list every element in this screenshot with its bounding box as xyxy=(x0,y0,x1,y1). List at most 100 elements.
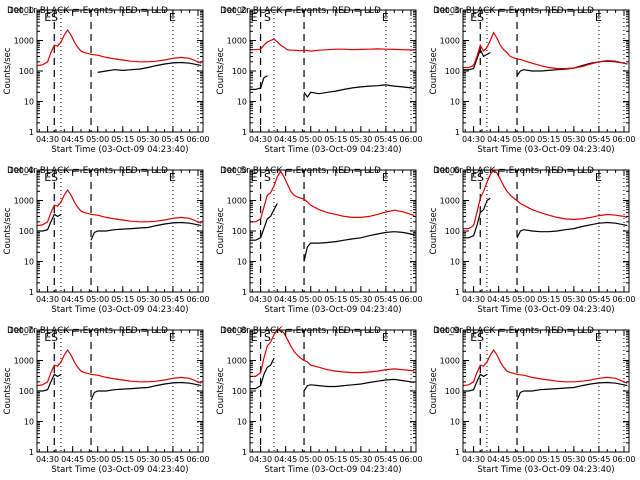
marker-label: E xyxy=(382,11,389,24)
x-tick-label: 05:15 xyxy=(111,295,134,304)
x-tick-label: 05:45 xyxy=(161,295,184,304)
event-markers xyxy=(53,10,199,132)
events-series-line xyxy=(250,75,415,99)
y-tick-label: 10000 xyxy=(435,6,460,15)
lld-series-line xyxy=(463,31,628,70)
x-tick-label: 06:00 xyxy=(612,135,635,144)
x-tick-label: 04:30 xyxy=(249,455,272,464)
x-tick-label: 05:15 xyxy=(537,135,560,144)
x-tick-label: 04:30 xyxy=(36,455,59,464)
x-tick-label: 06:00 xyxy=(612,295,635,304)
marker-label: E xyxy=(44,11,51,24)
x-tick-label: 05:15 xyxy=(537,455,560,464)
y-tick-label: 1000 xyxy=(227,357,247,366)
events-series-line xyxy=(97,61,202,73)
marker-label: E xyxy=(169,171,176,184)
plot-frame xyxy=(36,329,204,453)
chart-title: Det_2r BLACK = Events, RED = LLD xyxy=(220,6,381,16)
chart-title: Det_7r BLACK = Events, RED = LLD xyxy=(7,326,168,336)
y-tick-label: 100 xyxy=(445,67,460,76)
y-axis-label: Counts/sec xyxy=(429,47,439,94)
chart-title: Det_5r BLACK = Events, RED = LLD xyxy=(220,166,381,176)
y-tick-label: 1000 xyxy=(14,37,34,46)
lld-series-line xyxy=(37,29,202,67)
marker-label: E xyxy=(251,171,258,184)
x-tick-label: 05:00 xyxy=(86,455,109,464)
y-tick-label: 100 xyxy=(19,67,34,76)
y-tick-label: 10 xyxy=(237,98,247,107)
y-tick-label: 10 xyxy=(450,258,460,267)
x-tick-label: 04:45 xyxy=(274,295,297,304)
y-tick-label: 1 xyxy=(455,448,460,457)
marker-label: E xyxy=(251,331,258,344)
x-tick-label: 05:15 xyxy=(111,135,134,144)
y-axis-label: Counts/sec xyxy=(216,367,226,414)
marker-label: E xyxy=(470,11,477,24)
x-tick-label: 05:00 xyxy=(299,295,322,304)
y-axis-label: Counts/sec xyxy=(3,367,13,414)
marker-label: S xyxy=(264,331,271,344)
x-tick-label: 05:15 xyxy=(324,135,347,144)
marker-label: S xyxy=(51,331,58,344)
events-series-line xyxy=(250,357,415,392)
y-tick-label: 1 xyxy=(29,128,34,137)
x-tick-label: 04:30 xyxy=(36,135,59,144)
y-tick-label: 10000 xyxy=(222,166,247,175)
lld-series-line xyxy=(463,349,628,387)
x-axis-label: Start Time (03-Oct-09 04:23:40) xyxy=(477,465,614,475)
chart-title: Det_8r BLACK = Events, RED = LLD xyxy=(220,326,381,336)
y-tick-label: 10000 xyxy=(435,326,460,335)
y-tick-label: 10 xyxy=(24,418,34,427)
y-axis-label: Counts/sec xyxy=(216,47,226,94)
marker-label: E xyxy=(470,171,477,184)
x-tick-label: 05:00 xyxy=(86,295,109,304)
x-tick-label: 05:30 xyxy=(562,135,585,144)
x-tick-label: 05:30 xyxy=(136,135,159,144)
y-tick-label: 10000 xyxy=(222,326,247,335)
x-tick-label: 05:45 xyxy=(587,455,610,464)
lld-series-line xyxy=(250,38,415,52)
marker-label: E xyxy=(251,11,258,24)
x-tick-label: 04:45 xyxy=(274,455,297,464)
y-tick-label: 1000 xyxy=(440,197,460,206)
plot-frame xyxy=(249,169,417,293)
x-tick-label: 04:45 xyxy=(61,455,84,464)
event-markers xyxy=(259,170,412,292)
x-tick-label: 04:30 xyxy=(249,295,272,304)
x-tick-label: 04:45 xyxy=(487,295,510,304)
x-axis-label: Start Time (03-Oct-09 04:23:40) xyxy=(264,145,401,155)
chart-title: Det_6r BLACK = Events, RED = LLD xyxy=(433,166,594,176)
x-tick-label: 05:45 xyxy=(374,455,397,464)
chart-title: Det_9r BLACK = Events, RED = LLD xyxy=(433,326,594,336)
lld-series-line xyxy=(250,330,415,377)
x-tick-label: 05:00 xyxy=(512,455,535,464)
x-tick-label: 05:15 xyxy=(324,295,347,304)
y-tick-label: 10000 xyxy=(9,326,34,335)
y-axis-label: Counts/sec xyxy=(429,207,439,254)
y-tick-label: 100 xyxy=(232,67,247,76)
y-tick-label: 1 xyxy=(29,288,34,297)
x-axis-label: Start Time (03-Oct-09 04:23:40) xyxy=(51,145,188,155)
event-markers xyxy=(259,10,412,132)
y-tick-label: 1 xyxy=(242,448,247,457)
marker-label: E xyxy=(595,331,602,344)
y-axis-label: Counts/sec xyxy=(216,207,226,254)
marker-label: E xyxy=(382,331,389,344)
y-tick-label: 10 xyxy=(237,418,247,427)
x-tick-label: 05:15 xyxy=(111,455,134,464)
x-tick-label: 06:00 xyxy=(186,135,209,144)
x-axis-label: Start Time (03-Oct-09 04:23:40) xyxy=(477,145,614,155)
x-tick-label: 05:30 xyxy=(562,455,585,464)
plot-frame xyxy=(36,169,204,293)
plot-frame xyxy=(462,169,630,293)
y-tick-label: 1000 xyxy=(227,197,247,206)
marker-label: E xyxy=(382,171,389,184)
events-series-line xyxy=(463,48,628,77)
x-tick-label: 05:30 xyxy=(136,295,159,304)
marker-label: E xyxy=(595,171,602,184)
x-axis-label: Start Time (03-Oct-09 04:23:40) xyxy=(51,465,188,475)
y-tick-label: 1 xyxy=(29,448,34,457)
y-tick-label: 100 xyxy=(445,387,460,396)
x-tick-label: 05:45 xyxy=(161,135,184,144)
